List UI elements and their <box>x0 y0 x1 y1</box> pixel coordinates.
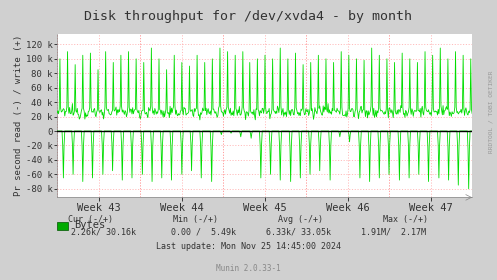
Text: Cur (-/+)            Min (-/+)            Avg (-/+)            Max (-/+): Cur (-/+) Min (-/+) Avg (-/+) Max (-/+) <box>69 215 428 224</box>
Y-axis label: Pr second read (-) / write (+): Pr second read (-) / write (+) <box>14 35 23 196</box>
Text: Munin 2.0.33-1: Munin 2.0.33-1 <box>216 264 281 273</box>
Text: Last update: Mon Nov 25 14:45:00 2024: Last update: Mon Nov 25 14:45:00 2024 <box>156 242 341 251</box>
Text: RRDTOOL / TOBI OETIKER: RRDTOOL / TOBI OETIKER <box>488 71 493 153</box>
Text: Disk throughput for /dev/xvda4 - by month: Disk throughput for /dev/xvda4 - by mont… <box>84 10 413 23</box>
Text: Bytes: Bytes <box>74 220 105 230</box>
Text: 2.26k/ 30.16k       0.00 /  5.49k      6.33k/ 33.05k      1.91M/  2.17M: 2.26k/ 30.16k 0.00 / 5.49k 6.33k/ 33.05k… <box>71 228 426 237</box>
